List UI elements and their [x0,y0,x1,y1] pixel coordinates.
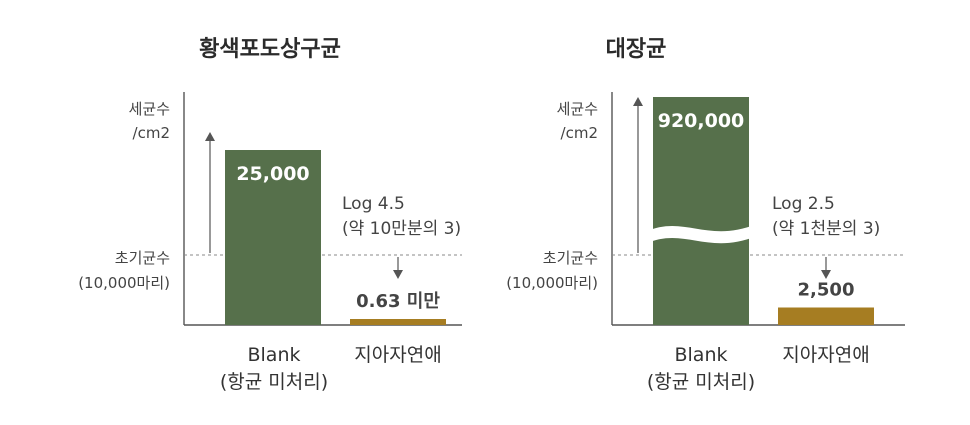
y-axis-label: 세균수 [557,100,598,118]
reference-label: 초기균수 [115,249,170,267]
reference-label: (10,000마리) [78,274,170,292]
log-reduction-annotation: Log 2.5 [772,194,835,214]
log-reduction-annotation: Log 4.5 [342,194,405,214]
reference-label: (10,000마리) [506,274,598,292]
axis-break-marker [645,224,757,244]
data-label: 0.63 미만 [356,291,440,312]
bar-blank [225,150,321,325]
bar-blank [653,97,749,325]
data-label: 25,000 [236,163,309,185]
x-tick-label: Blank [674,344,727,366]
data-label: 2,500 [798,280,855,301]
log-reduction-annotation: (약 10만분의 3) [342,219,461,239]
growth-arrow-head [205,132,215,141]
chart-title: 대장균 [606,37,667,62]
y-axis-label: /cm2 [561,124,598,142]
reduction-arrow-head [821,270,831,279]
log-reduction-annotation: (약 1천분의 3) [772,219,880,239]
chart-title: 황색포도상구균 [199,37,341,62]
y-axis-label: 세균수 [129,100,170,118]
bar-treated [350,319,446,325]
growth-arrow-head [633,97,643,106]
reduction-arrow-head [393,270,403,279]
bar-treated [778,307,874,325]
x-tick-label: 지아자연애 [354,344,441,366]
data-label: 920,000 [658,110,745,132]
y-axis-label: /cm2 [133,124,170,142]
x-tick-label: (항균 미처리) [647,371,755,393]
x-tick-label: (항균 미처리) [220,371,328,393]
x-tick-label: 지아자연애 [782,344,869,366]
reference-label: 초기균수 [543,249,598,267]
x-tick-label: Blank [247,344,300,366]
